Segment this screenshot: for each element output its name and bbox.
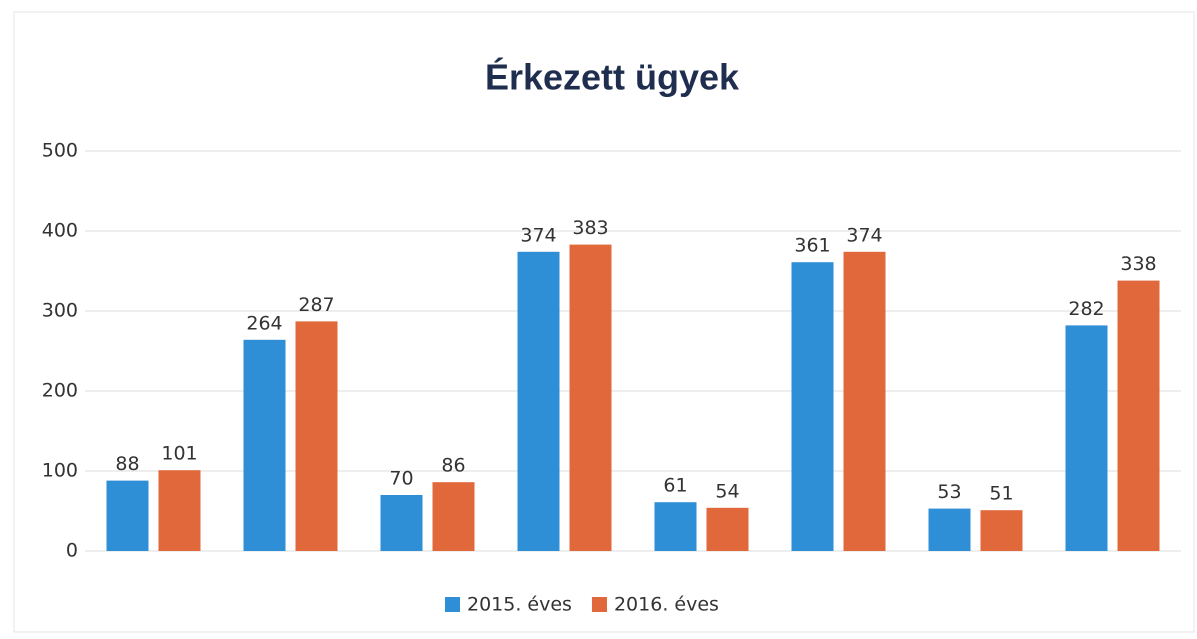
data-label: 383 [572, 217, 608, 239]
bar [569, 244, 612, 551]
data-label: 61 [663, 475, 687, 497]
data-label: 374 [520, 224, 556, 246]
y-tick-label: 100 [42, 460, 78, 482]
bar [158, 470, 201, 551]
data-label: 338 [1120, 253, 1156, 275]
data-label: 374 [846, 224, 882, 246]
legend-swatch [591, 597, 607, 612]
bar [1065, 325, 1108, 551]
bar [980, 510, 1023, 551]
bar [791, 262, 834, 551]
y-tick-label: 200 [42, 380, 78, 402]
bar [432, 482, 475, 551]
bar [706, 507, 749, 551]
data-label: 51 [989, 483, 1013, 505]
legend-swatch [445, 597, 460, 612]
bar [928, 508, 971, 551]
data-label: 86 [441, 455, 465, 477]
bar [106, 480, 149, 551]
bar [295, 321, 338, 551]
bar [243, 339, 286, 551]
y-tick-label: 500 [42, 140, 78, 162]
bar [517, 251, 560, 552]
data-label: 264 [246, 312, 282, 334]
bar [843, 251, 886, 552]
y-tick-label: 400 [42, 220, 78, 242]
y-tick-label: 300 [42, 300, 78, 322]
bar [1117, 280, 1160, 551]
data-label: 361 [794, 235, 830, 257]
data-label: 54 [715, 480, 739, 502]
bar [380, 495, 423, 551]
data-label: 88 [115, 453, 139, 475]
legend-label: 2016. éves [614, 594, 719, 616]
bar [654, 502, 697, 551]
data-label: 53 [937, 481, 961, 503]
data-label: 101 [161, 443, 197, 465]
y-tick-label: 0 [66, 540, 78, 562]
data-label: 287 [298, 294, 334, 316]
chart-title: Érkezett ügyek [485, 57, 740, 98]
legend-label: 2015. éves [467, 594, 572, 616]
data-label: 70 [389, 468, 413, 490]
data-label: 282 [1068, 298, 1104, 320]
